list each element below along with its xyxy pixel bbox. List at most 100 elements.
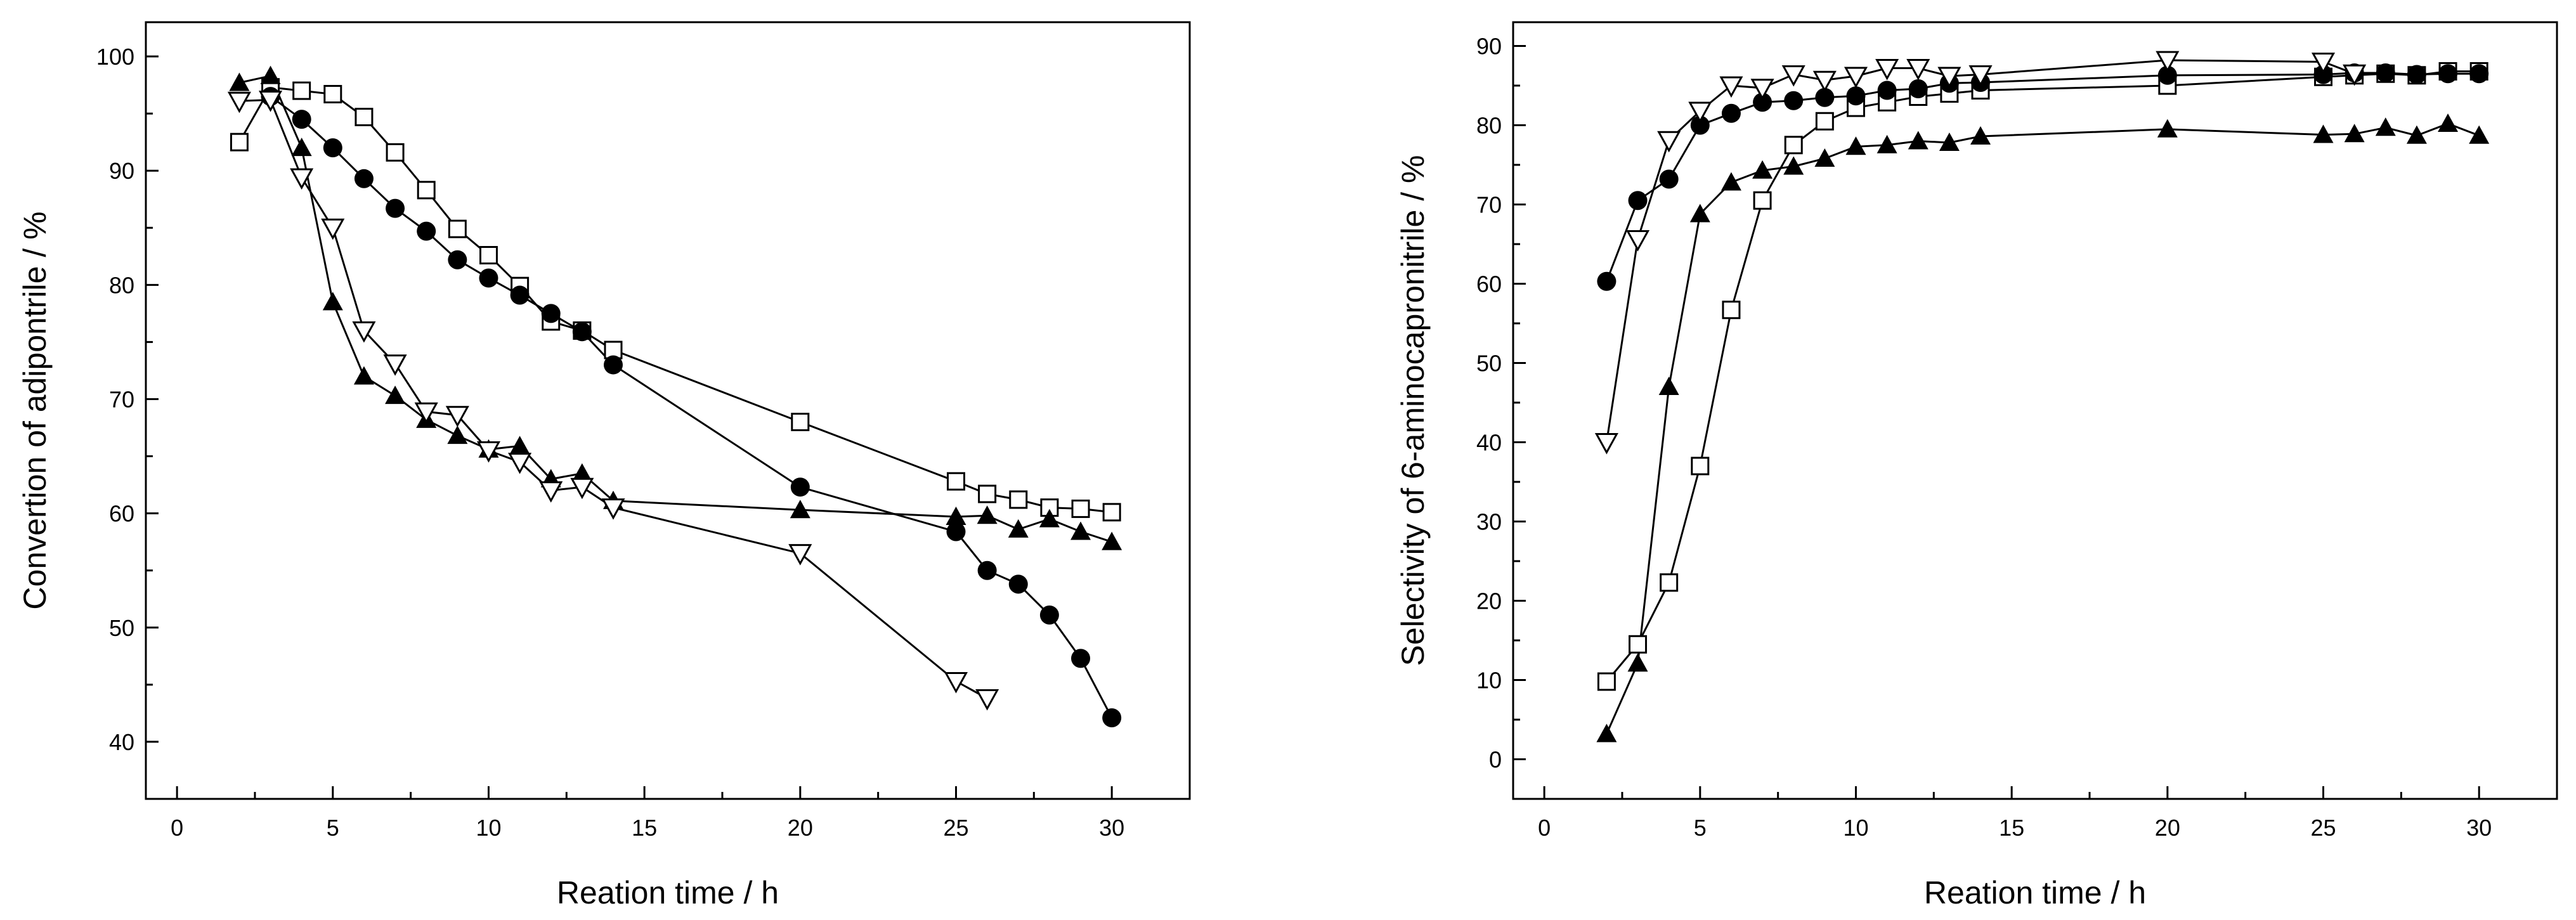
data-point-triangle <box>447 425 468 444</box>
data-point-inverted-triangle <box>1812 70 1837 93</box>
data-point-circle <box>541 304 561 323</box>
data-point-circle <box>1721 103 1741 123</box>
y-tick-label: 100 <box>96 44 134 70</box>
data-point-inverted-triangle <box>1719 76 1743 98</box>
series-line <box>1606 72 2480 282</box>
data-point-circle <box>1908 79 1928 98</box>
series-line <box>1606 122 2480 735</box>
y-tick-label: 40 <box>109 729 134 755</box>
series-line <box>1606 70 2480 682</box>
data-point-inverted-triangle <box>944 671 968 694</box>
data-point-triangle <box>1908 131 1929 150</box>
data-point-triangle <box>1070 521 1091 540</box>
x-tick-label: 0 <box>171 815 183 841</box>
data-point-square <box>479 246 498 264</box>
data-point-circle <box>354 169 374 188</box>
data-point-triangle <box>1658 377 1679 395</box>
data-point-circle <box>2157 65 2177 85</box>
series-line <box>239 98 988 699</box>
data-point-triangle <box>1783 156 1804 175</box>
x-tick-label: 15 <box>1999 815 2024 841</box>
data-point-triangle <box>2406 125 2427 144</box>
data-point-square <box>1691 457 1710 476</box>
data-point-triangle <box>1721 172 1741 191</box>
data-point-inverted-triangle <box>476 441 501 463</box>
data-point-triangle <box>2344 124 2365 143</box>
data-point-triangle <box>946 507 966 526</box>
data-point-circle <box>1008 574 1028 594</box>
series-line <box>239 74 1112 543</box>
data-point-triangle <box>1102 531 1122 550</box>
data-point-circle <box>790 477 810 497</box>
y-tick-label: 20 <box>1476 588 1502 614</box>
data-point-triangle <box>291 138 312 157</box>
y-tick-label: 50 <box>109 615 134 641</box>
data-point-triangle <box>1627 653 1648 672</box>
data-point-square <box>1597 672 1616 691</box>
data-point-circle <box>1815 87 1835 107</box>
data-point-circle <box>1659 169 1679 189</box>
data-point-square <box>1784 136 1803 155</box>
data-point-inverted-triangle <box>1750 79 1774 100</box>
data-point-inverted-triangle <box>1657 131 1681 153</box>
y-tick-label: 60 <box>109 501 134 527</box>
data-point-inverted-triangle <box>1875 59 1899 81</box>
data-point-triangle <box>2375 117 2396 136</box>
data-point-triangle <box>2469 125 2490 144</box>
data-point-inverted-triangle <box>1688 101 1712 124</box>
data-point-circle <box>323 138 342 158</box>
data-point-square <box>1753 191 1772 210</box>
x-tick-label: 5 <box>327 815 339 841</box>
y-tick-label: 90 <box>109 158 134 184</box>
data-point-circle <box>1753 93 1773 112</box>
data-point-circle <box>1039 605 1059 625</box>
y-tick-label: 90 <box>1476 34 1502 60</box>
data-point-triangle <box>571 463 592 482</box>
data-point-inverted-triangle <box>601 498 625 520</box>
y-tick-label: 50 <box>1476 351 1502 377</box>
x-tick-label: 0 <box>1538 815 1551 841</box>
data-point-square <box>230 133 249 152</box>
data-point-square <box>1815 112 1834 131</box>
y-tick-label: 10 <box>1476 668 1502 694</box>
x-tick-label: 10 <box>476 815 501 841</box>
data-point-square <box>791 413 810 432</box>
data-point-inverted-triangle <box>508 453 532 474</box>
data-point-circle <box>572 322 592 342</box>
data-point-inverted-triangle <box>975 689 999 711</box>
data-point-triangle <box>2157 119 2178 138</box>
data-point-inverted-triangle <box>1968 65 1993 87</box>
chart-panel-2: 0 5 10 15 20 25 30 0 10 20 30 40 50 60 70 80 90 Reation t… <box>1395 21 2558 910</box>
data-point-triangle <box>385 385 406 405</box>
y-tick-label: 40 <box>1476 430 1502 456</box>
data-point-circle <box>1597 271 1617 291</box>
data-point-square <box>946 472 965 491</box>
x-tick-label: 10 <box>1843 815 1868 841</box>
data-point-square <box>1629 635 1648 654</box>
data-point-triangle <box>1939 133 1960 151</box>
data-point-circle <box>946 522 966 541</box>
y-tick-label: 80 <box>109 272 134 298</box>
data-point-circle <box>510 285 530 305</box>
data-point-circle <box>977 560 997 580</box>
data-point-circle <box>448 250 467 269</box>
data-point-square <box>1722 301 1741 320</box>
data-point-inverted-triangle <box>2156 51 2180 73</box>
data-point-circle <box>2313 65 2333 84</box>
data-point-circle <box>1628 191 1648 211</box>
y-tick-label: 80 <box>1476 113 1502 139</box>
data-point-triangle <box>1008 519 1029 538</box>
data-point-square <box>292 81 311 100</box>
data-point-inverted-triangle <box>1781 65 1805 87</box>
chart-panel-1: 0 5 10 15 20 25 30 40 50 60 70 80 90 100 Reation time … <box>17 21 1191 910</box>
data-point-triangle <box>1845 136 1866 155</box>
data-point-circle <box>2469 64 2489 84</box>
data-point-triangle <box>229 72 250 91</box>
x-tick-label: 25 <box>2310 815 2336 841</box>
data-point-inverted-triangle <box>290 168 314 190</box>
data-point-triangle <box>1752 160 1773 179</box>
data-point-inverted-triangle <box>1625 230 1650 252</box>
data-point-circle <box>2376 63 2395 82</box>
y-axis-title: Selectivity of 6-aminocapronitrile / % <box>1395 155 1431 666</box>
